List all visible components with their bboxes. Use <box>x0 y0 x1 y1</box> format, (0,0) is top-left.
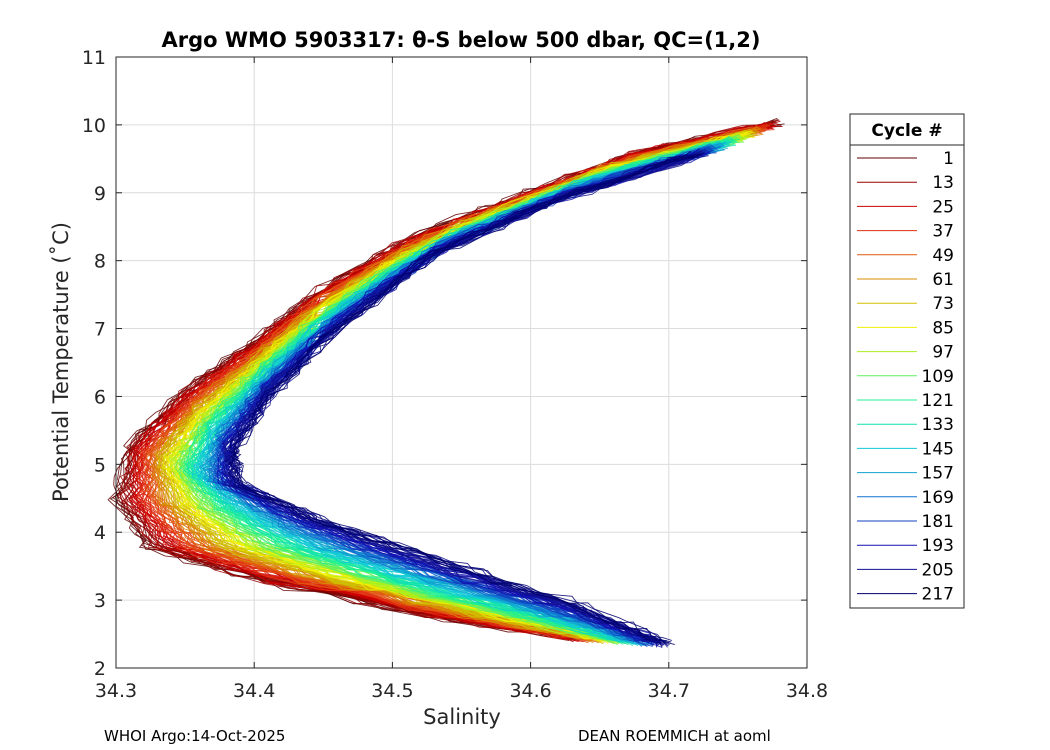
x-axis-ticks: 34.3 34.4 34.5 34.6 34.7 34.8 <box>95 57 828 702</box>
chart-title: Argo WMO 5903317: θ-S below 500 dbar, QC… <box>162 28 761 52</box>
y-tick-label: 5 <box>94 454 106 476</box>
legend-entry-label: 181 <box>922 512 954 532</box>
y-tick-label: 7 <box>94 319 106 341</box>
legend-entry-label: 25 <box>932 197 954 217</box>
legend-entry-label: 145 <box>922 439 954 459</box>
legend-entry-label: 61 <box>932 270 954 290</box>
x-axis-label: Salinity <box>423 705 501 729</box>
profile-line <box>224 155 698 643</box>
legend-entry-label: 97 <box>932 343 954 363</box>
legend-box <box>849 113 965 609</box>
footer-right: DEAN ROEMMICH at aoml <box>578 727 771 745</box>
legend-entry-label: 1 <box>943 149 954 169</box>
legend-entry-label: 109 <box>922 367 954 387</box>
x-tick-label: 34.6 <box>509 680 551 702</box>
legend-entry-label: 133 <box>922 415 954 435</box>
legend-entries: 1 13 25 37 49 61 73 85 97 109 121 133 145 157 169 181 19… <box>857 149 954 605</box>
y-tick-label: 11 <box>82 47 106 69</box>
legend-entry-label: 37 <box>932 222 954 242</box>
profile-line <box>204 142 727 646</box>
profile-lines <box>107 117 785 648</box>
plot-frame <box>115 56 808 669</box>
y-tick-label: 2 <box>94 658 106 680</box>
x-tick-label: 34.3 <box>95 680 137 702</box>
legend-entry-label: 13 <box>932 173 954 193</box>
legend-entry-label: 169 <box>922 488 954 508</box>
profile-line <box>229 156 699 641</box>
footer-left: WHOI Argo:14-Oct-2025 <box>104 727 285 745</box>
y-tick-label: 4 <box>94 522 106 544</box>
y-tick-label: 9 <box>94 183 106 205</box>
legend-entry-label: 85 <box>932 318 954 338</box>
y-tick-label: 10 <box>82 115 106 137</box>
y-axis-ticks: 2 3 4 5 6 7 8 9 10 11 <box>82 47 807 680</box>
y-tick-label: 3 <box>94 590 106 612</box>
x-tick-label: 34.4 <box>233 680 275 702</box>
legend-entry-label: 157 <box>922 464 954 484</box>
y-tick-label: 8 <box>94 251 106 273</box>
legend-title: Cycle # <box>871 121 942 141</box>
legend-entry-label: 217 <box>922 585 954 605</box>
legend: Cycle # 1 13 25 37 49 61 73 85 97 109 121 133 145 157… <box>849 113 965 609</box>
x-tick-label: 34.5 <box>371 680 413 702</box>
y-tick-label: 6 <box>94 386 106 408</box>
x-tick-label: 34.8 <box>786 680 828 702</box>
legend-entry-label: 193 <box>922 536 954 556</box>
legend-entry-label: 49 <box>932 246 954 266</box>
legend-entry-label: 73 <box>932 294 954 314</box>
x-tick-label: 34.7 <box>648 680 690 702</box>
legend-entry-label: 205 <box>922 560 954 580</box>
legend-entry-label: 121 <box>922 391 954 411</box>
y-axis-label: Potential Temperature (˚C) <box>49 222 73 502</box>
